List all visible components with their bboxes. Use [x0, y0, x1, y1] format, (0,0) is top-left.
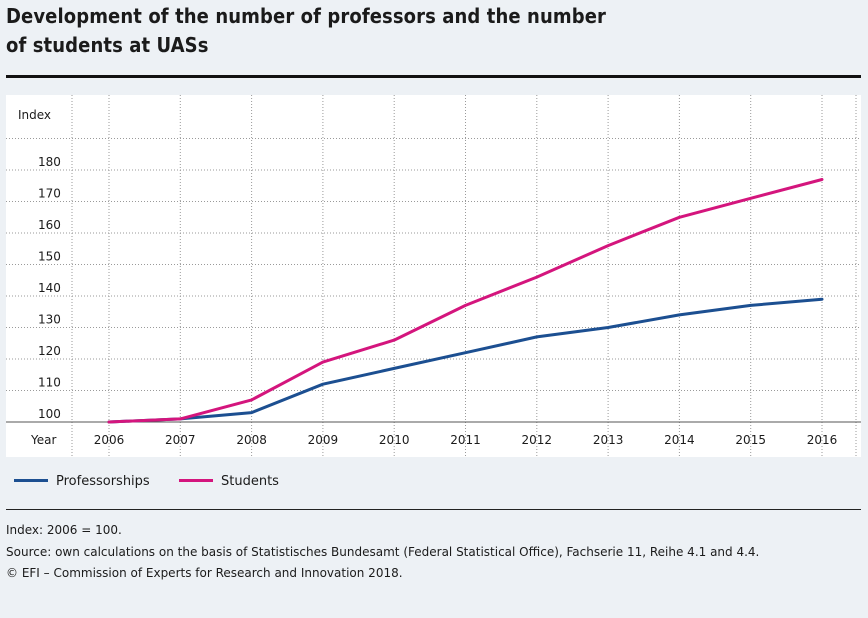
y-tick-120: 120 — [38, 344, 61, 358]
x-tick-2012: 2012 — [522, 433, 553, 447]
x-tick-2008: 2008 — [236, 433, 267, 447]
y-tick-170: 170 — [38, 187, 61, 201]
footnotes: Index: 2006 = 100. Source: own calculati… — [6, 520, 861, 585]
series-line-students — [107, 178, 824, 424]
x-tick-2007: 2007 — [165, 433, 196, 447]
chart-title-line-1: Development of the number of professors … — [6, 4, 606, 28]
legend-label-students: Students — [221, 474, 279, 489]
y-tick-180: 180 — [38, 155, 61, 169]
y-tick-100: 100 — [38, 407, 61, 421]
y-tick-110: 110 — [38, 376, 61, 390]
legend-item-students: Students — [179, 474, 279, 489]
y-tick-130: 130 — [38, 313, 61, 327]
x-tick-2014: 2014 — [664, 433, 695, 447]
horizontal-gridlines — [6, 138, 861, 391]
footer-divider — [6, 509, 861, 510]
chart-title: Development of the number of professors … — [6, 2, 706, 60]
x-tick-2013: 2013 — [593, 433, 624, 447]
x-tick-2006: 2006 — [94, 433, 125, 447]
copyright-note: © EFI – Commission of Experts for Resear… — [6, 566, 403, 580]
y-tick-labels: 100 110 120 130 140 150 160 170 180 — [38, 155, 61, 421]
legend-item-professorships: Professorships — [14, 474, 150, 489]
x-tick-2015: 2015 — [735, 433, 766, 447]
line-chart: Index Year 100 110 120 130 140 150 160 170 180 2… — [6, 95, 861, 457]
legend-swatch-professorships — [14, 479, 48, 482]
series-lines — [107, 178, 824, 424]
vertical-gridlines — [71, 95, 857, 457]
source-note: Source: own calculations on the basis of… — [6, 544, 760, 559]
chart-title-line-2: of students at UASs — [6, 33, 209, 57]
legend-swatch-students — [179, 479, 213, 482]
title-divider — [6, 75, 861, 78]
series-line-professorships — [107, 297, 824, 424]
x-tick-2016: 2016 — [807, 433, 838, 447]
x-tick-2011: 2011 — [450, 433, 481, 447]
y-axis-label: Index — [18, 108, 51, 122]
legend-label-professorships: Professorships — [56, 474, 150, 489]
plot-panel: Index Year 100 110 120 130 140 150 160 170 180 2… — [6, 95, 861, 457]
x-tick-2009: 2009 — [308, 433, 339, 447]
y-tick-160: 160 — [38, 218, 61, 232]
x-tick-2010: 2010 — [379, 433, 410, 447]
x-tick-labels: 2006 2007 2008 2009 2010 2011 2012 2013 2014 2015… — [94, 433, 838, 447]
y-tick-140: 140 — [38, 281, 61, 295]
x-axis-label: Year — [30, 433, 56, 447]
index-note: Index: 2006 = 100. — [6, 523, 122, 537]
y-tick-150: 150 — [38, 250, 61, 264]
